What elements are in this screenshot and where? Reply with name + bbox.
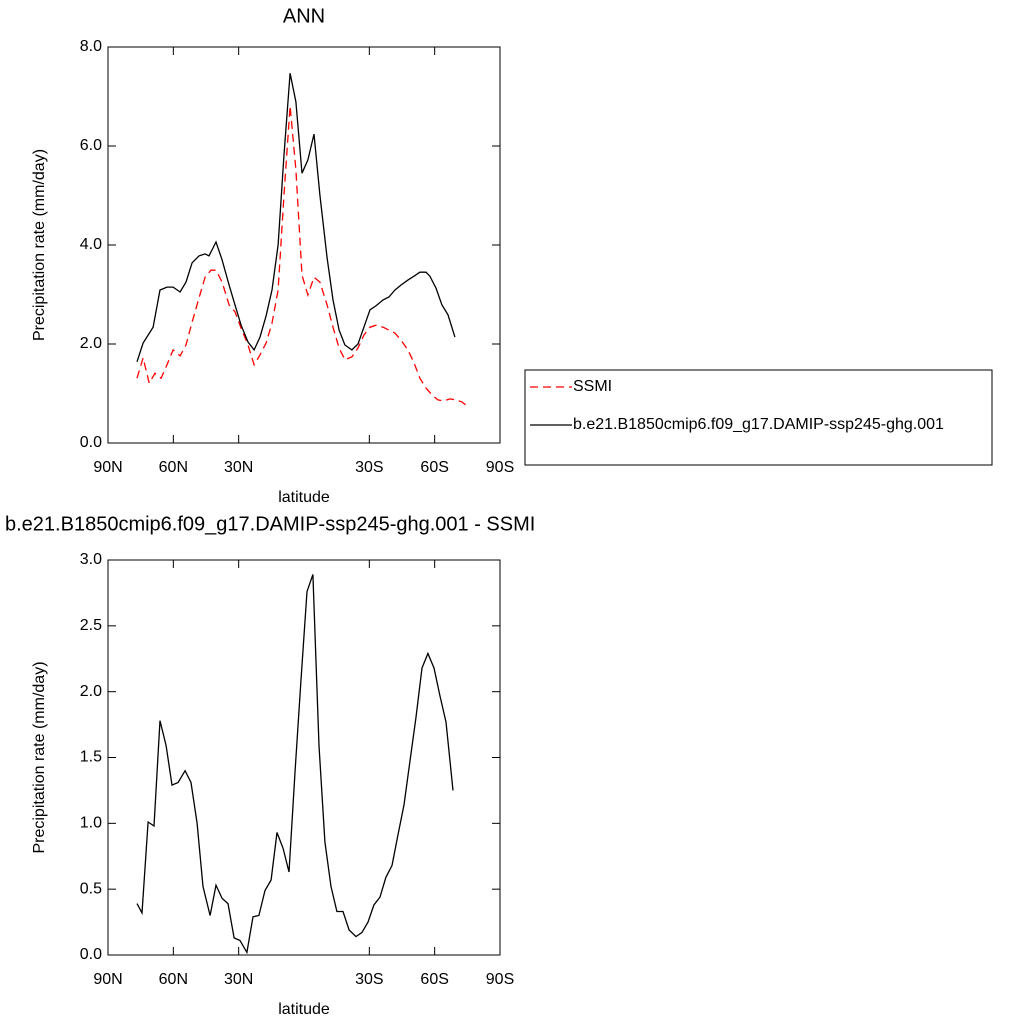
y-axis-label: Precipitation rate (mm/day) [31,661,48,853]
x-tick-label: 90N [93,971,122,988]
plot-frame [107,46,501,444]
x-axis-label: latitude [278,489,330,506]
data-line [136,574,454,955]
x-tick-label: 30S [355,971,383,988]
data-line [136,73,456,363]
y-tick-label: 1.5 [80,749,102,766]
y-tick-label: 0.0 [80,434,102,451]
chart-title: ANN [283,5,325,27]
chart-title: b.e21.B1850cmip6.f09_g17.DAMIP-ssp245-gh… [5,513,535,535]
legend-label: b.e21.B1850cmip6.f09_g17.DAMIP-ssp245-gh… [573,416,944,433]
plot-frame [107,559,501,956]
legend-box [524,369,993,466]
x-axis-label: latitude [278,1001,330,1018]
y-tick-label: 6.0 [80,137,102,154]
y-tick-label: 2.0 [80,683,102,700]
y-tick-label: 4.0 [80,236,102,253]
x-tick-label: 60S [420,459,448,476]
x-tick-label: 30N [224,971,253,988]
y-axis-label: Precipitation rate (mm/day) [31,149,48,341]
y-tick-label: 8.0 [80,38,102,55]
y-tick-label: 0.5 [80,880,102,897]
x-tick-label: 90N [93,459,122,476]
legend-label: SSMI [573,378,612,395]
x-tick-label: 60N [159,459,188,476]
x-tick-label: 90S [486,459,514,476]
data-line [136,105,468,407]
y-tick-label: 0.0 [80,946,102,963]
x-tick-label: 60N [159,971,188,988]
x-tick-label: 90S [486,971,514,988]
x-tick-label: 60S [420,971,448,988]
x-tick-label: 30N [224,459,253,476]
y-tick-label: 2.5 [80,617,102,634]
y-tick-label: 1.0 [80,815,102,832]
y-tick-label: 2.0 [80,335,102,352]
x-tick-label: 30S [355,459,383,476]
y-tick-label: 3.0 [80,551,102,568]
